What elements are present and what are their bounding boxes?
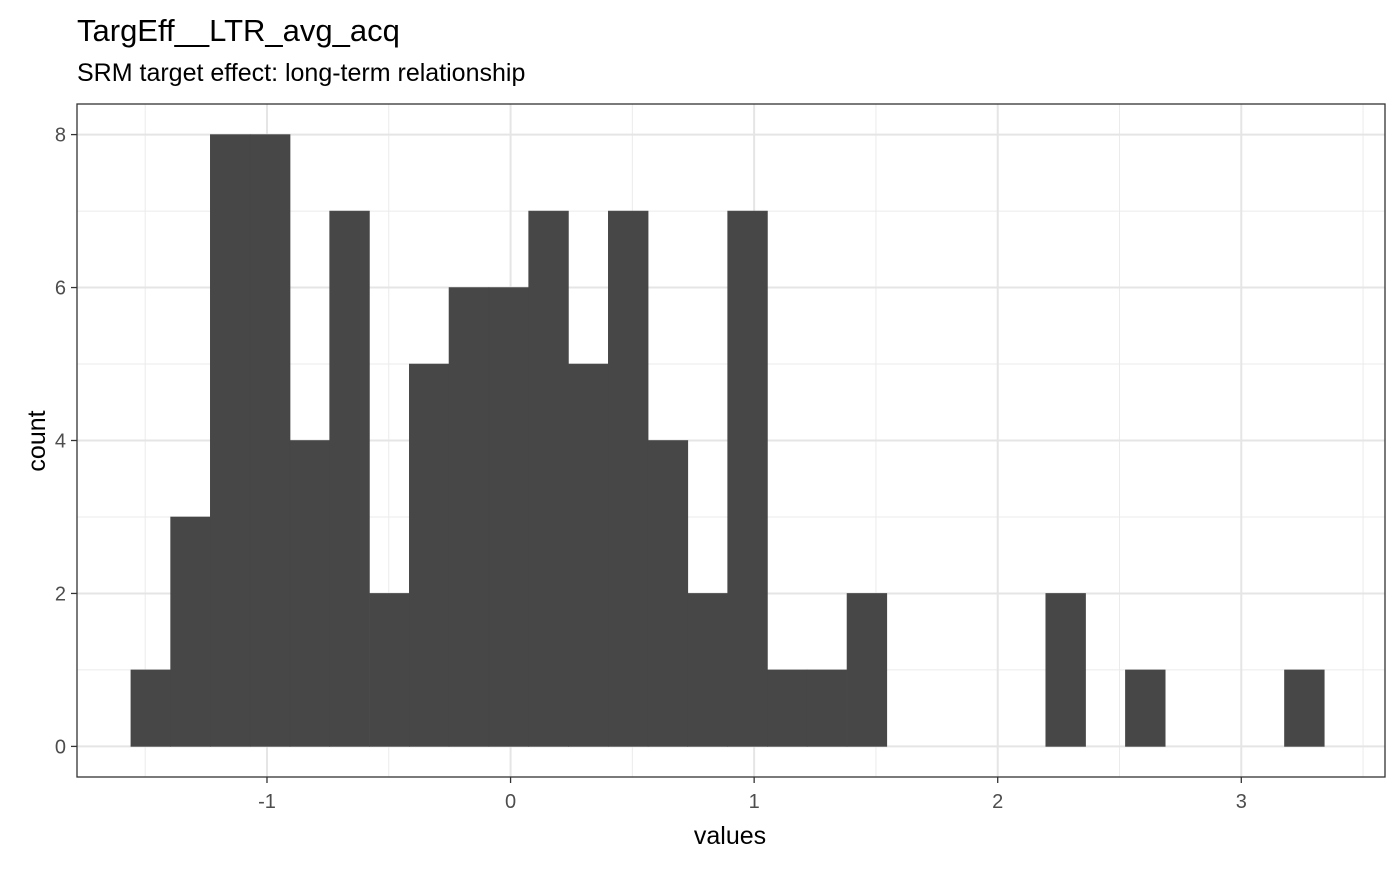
- histogram-bar: [647, 440, 689, 747]
- x-axis: -1 0 1 2 3: [258, 777, 1247, 813]
- histogram-bar: [568, 363, 609, 747]
- histogram-bar: [210, 134, 251, 747]
- x-tick-label: 2: [992, 791, 1003, 813]
- histogram-bar: [289, 440, 331, 747]
- histogram-bar: [249, 134, 291, 747]
- y-tick-label: 4: [55, 431, 66, 453]
- histogram-bar: [329, 210, 370, 747]
- histogram-bar: [846, 593, 888, 747]
- x-tick-label: 1: [749, 791, 760, 813]
- y-tick-label: 0: [55, 736, 66, 758]
- chart-subtitle: SRM target effect: long-term relationshi…: [77, 59, 525, 87]
- histogram-bar: [170, 516, 211, 747]
- histogram-bar: [767, 669, 808, 747]
- histogram-bars: [130, 134, 1325, 747]
- histogram-bar: [727, 210, 768, 747]
- x-tick-label: 3: [1236, 791, 1247, 813]
- plot-panel: [76, 103, 1386, 778]
- x-tick-label: 0: [505, 791, 516, 813]
- histogram-bar: [488, 287, 530, 747]
- histogram-bar: [409, 363, 450, 747]
- y-tick-label: 2: [55, 583, 66, 605]
- histogram-bar: [1045, 593, 1086, 747]
- histogram-bar: [448, 287, 490, 747]
- histogram-bar: [528, 210, 569, 747]
- histogram-bar: [1125, 669, 1166, 747]
- x-axis-title: values: [694, 822, 766, 850]
- y-tick-label: 6: [55, 278, 66, 300]
- y-axis: 0 2 4 6 8: [55, 125, 77, 758]
- y-tick-label: 8: [55, 125, 66, 147]
- histogram-bar: [1284, 669, 1325, 747]
- y-axis-title: count: [23, 410, 51, 471]
- histogram-bar: [608, 210, 649, 747]
- x-tick-label: -1: [258, 791, 276, 813]
- histogram-bar: [130, 669, 171, 747]
- histogram-bar: [806, 669, 848, 747]
- histogram-bar: [369, 593, 410, 747]
- chart-title: TargEff__LTR_avg_acq: [77, 13, 400, 48]
- histogram-bar: [687, 593, 728, 747]
